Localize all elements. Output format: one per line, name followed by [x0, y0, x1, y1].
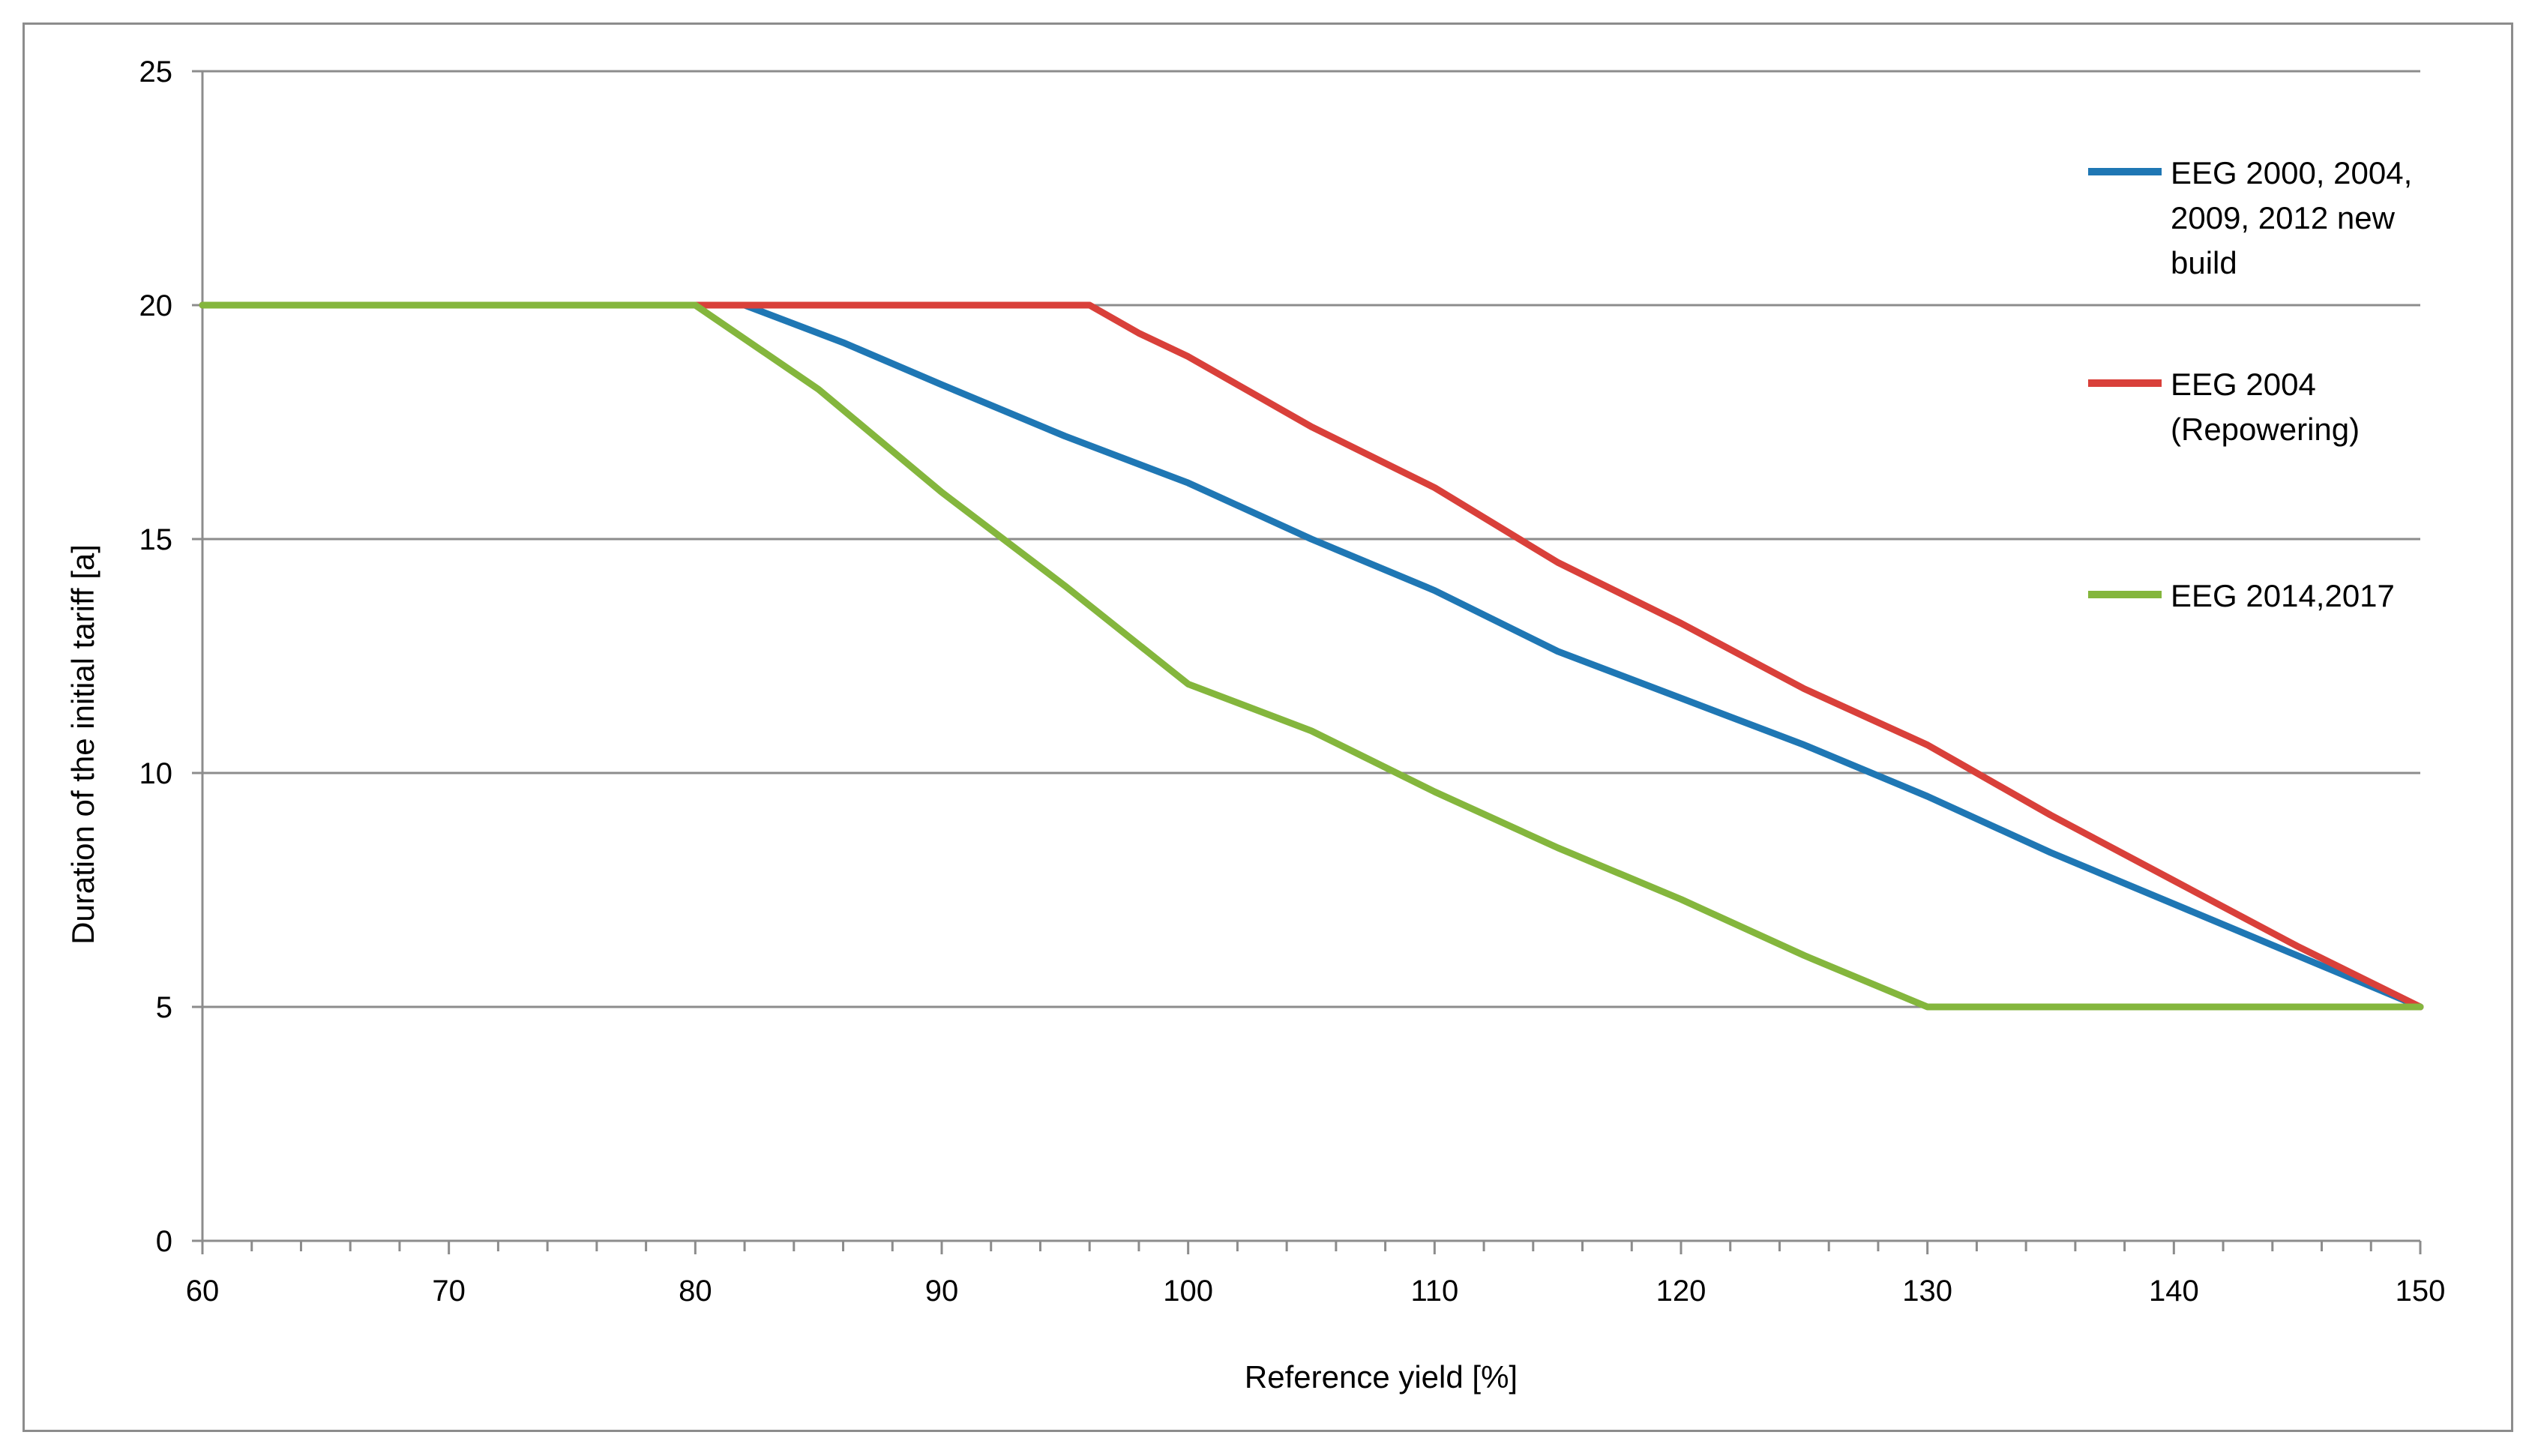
- y-tick-label-10: 10: [139, 757, 173, 790]
- legend-label-1-line-1: EEG 2000, 2004,: [2171, 155, 2412, 190]
- x-tick-label-110: 110: [1410, 1275, 1458, 1308]
- legend-label-1-line-2: 2009, 2012 new: [2171, 200, 2396, 235]
- y-tick-label-20: 20: [139, 289, 173, 322]
- x-tick-label-140: 140: [2149, 1275, 2199, 1308]
- tick-labels: 0 5 10 15 20 25 60 70 80 90 100 110 120 130 140 150: [139, 55, 2446, 1308]
- axes: [192, 70, 2422, 1254]
- series-line-2: [199, 301, 2424, 1011]
- y-tick-label-15: 15: [139, 523, 173, 556]
- y-tick-label-5: 5: [156, 991, 172, 1024]
- x-tick-label-120: 120: [1656, 1275, 1706, 1308]
- y-axis-title: Duration of the initial tariff [a]: [65, 544, 100, 945]
- x-tick-label-130: 130: [1902, 1275, 1952, 1308]
- x-tick-label-80: 80: [679, 1275, 712, 1308]
- x-tick-label-150: 150: [2396, 1275, 2446, 1308]
- x-tick-label-70: 70: [432, 1275, 466, 1308]
- series-lines: [199, 301, 2424, 1011]
- line-chart: 0 5 10 15 20 25 60 70 80 90 100 110 120 130 140 150 EEG…: [65, 55, 2446, 1395]
- series-line-1: [199, 301, 2424, 1011]
- legend: EEG 2000, 2004, 2009, 2012 new build EEG 20…: [2088, 155, 2412, 613]
- x-tick-label-100: 100: [1163, 1275, 1213, 1308]
- legend-label-2-line-1: EEG 2004: [2171, 367, 2316, 402]
- y-tick-label-25: 25: [139, 55, 173, 88]
- legend-label-3-line-1: EEG 2014,2017: [2171, 578, 2395, 613]
- chart-frame: 0 5 10 15 20 25 60 70 80 90 100 110 120 130 140 150 EEG…: [22, 22, 2513, 1432]
- legend-label-2-line-2: (Repowering): [2171, 412, 2360, 447]
- x-axis-title: Reference yield [%]: [1245, 1359, 1518, 1395]
- x-tick-label-60: 60: [186, 1275, 220, 1308]
- x-tick-label-90: 90: [925, 1275, 959, 1308]
- series-line-3: [199, 301, 2424, 1011]
- y-tick-label-0: 0: [156, 1225, 172, 1258]
- legend-label-1-line-3: build: [2171, 245, 2237, 280]
